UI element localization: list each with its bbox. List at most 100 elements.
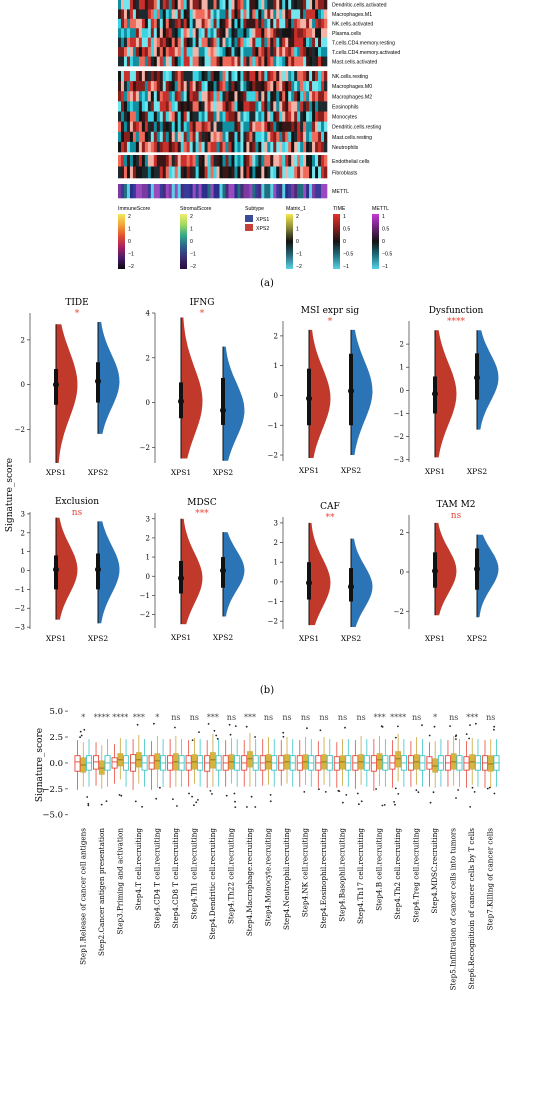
- heatmap-cell: [279, 28, 283, 39]
- heatmap-cell: [276, 91, 280, 102]
- heatmap-cell: [282, 91, 286, 102]
- heatmap-cell: [165, 18, 170, 29]
- heatmap-cell: [159, 9, 164, 20]
- median-point: [348, 583, 354, 590]
- heatmap-cell: [195, 47, 199, 57]
- outlier-point: [473, 791, 476, 793]
- heatmap-cell: [132, 56, 137, 67]
- significance-label: ****: [94, 713, 110, 722]
- legend-tick-label: 0: [343, 239, 346, 245]
- heatmap-cell: [180, 47, 184, 57]
- heatmap-cell: [222, 56, 226, 67]
- heatmap-cell: [267, 47, 271, 57]
- outlier-point: [432, 791, 435, 794]
- heatmap-cell: [282, 0, 286, 10]
- y-tick-label: 2: [274, 332, 278, 340]
- heatmap-cell: [168, 101, 173, 112]
- heatmap-cell: [159, 37, 164, 48]
- heatmap-cell: [270, 9, 274, 20]
- heatmap-cell: [276, 9, 280, 20]
- heatmap-cell: [120, 18, 125, 29]
- heatmap-cell: [165, 28, 170, 39]
- heatmap-cell: [306, 81, 310, 92]
- heatmap-cell: [231, 131, 235, 143]
- heatmap-cell: [312, 91, 316, 102]
- heatmap-cell: [306, 37, 310, 48]
- heatmap-cell: [282, 184, 286, 199]
- heatmap-cell: [135, 81, 140, 92]
- outlier-point: [229, 733, 232, 736]
- box: [247, 751, 253, 768]
- heatmap-cell: [186, 141, 190, 153]
- heatmap-cell: [138, 56, 143, 67]
- heatmap-cell: [118, 28, 122, 39]
- heatmap-cell: [141, 101, 146, 112]
- heatmap-cell: [258, 166, 262, 179]
- heatmap-cell: [309, 81, 313, 92]
- heatmap-cell: [306, 28, 310, 39]
- heatmap-cell: [225, 101, 229, 112]
- heatmap-cell: [303, 155, 307, 167]
- heatmap-cell: [312, 121, 316, 133]
- heatmap-cell: [126, 18, 131, 29]
- heatmap-cell: [255, 141, 259, 153]
- heatmap-cell: [171, 47, 176, 57]
- heatmap-cell: [306, 141, 310, 153]
- heatmap-cell: [150, 111, 155, 122]
- heatmap-cell: [243, 91, 247, 102]
- heatmap-cell: [159, 131, 164, 143]
- heatmap-cell: [228, 9, 232, 20]
- half-violin-xps1: [181, 317, 203, 459]
- heatmap-cell: [228, 131, 232, 143]
- legend-tick-label: 0.5: [343, 227, 350, 233]
- heatmap-cell: [138, 184, 143, 199]
- heatmap-cell: [246, 91, 250, 102]
- heatmap-cell: [135, 184, 140, 199]
- significance-label: ns: [412, 713, 421, 722]
- heatmap-cell: [174, 141, 179, 153]
- heatmap-cell: [294, 141, 298, 153]
- heatmap-cell: [210, 141, 214, 153]
- y-tick-label: −2: [394, 608, 404, 616]
- heatmap-cell: [315, 0, 319, 10]
- heatmap-cell: [177, 9, 181, 20]
- heatmap-cell: [132, 184, 137, 199]
- heatmap-cell: [195, 184, 199, 199]
- heatmap-cell: [216, 91, 220, 102]
- outlier-point: [381, 804, 384, 807]
- heatmap-cell: [126, 56, 131, 67]
- heatmap-cell: [252, 9, 256, 20]
- heatmap-cell: [159, 81, 164, 92]
- heatmap-cell: [141, 0, 146, 10]
- heatmap-cell: [225, 184, 229, 199]
- x-tick-label: Step4.Treg cell.recruiting: [412, 828, 421, 923]
- heatmap-cell: [240, 91, 244, 102]
- heatmap-cell: [318, 121, 322, 133]
- y-tick-label: 0: [21, 381, 25, 389]
- heatmap-cell: [255, 0, 259, 10]
- x-tick-label: XPS1: [171, 468, 191, 477]
- heatmap-cell: [153, 37, 158, 48]
- heatmap-cell: [118, 81, 122, 92]
- box: [487, 755, 494, 772]
- y-tick-label: −1: [268, 598, 278, 606]
- outlier-point: [211, 793, 213, 795]
- heatmap-cell: [282, 131, 286, 143]
- heatmap-cell: [222, 18, 226, 29]
- heatmap-cell: [165, 47, 170, 57]
- heatmap-cell: [144, 71, 149, 82]
- heatmap-cell: [174, 0, 179, 10]
- heatmap-cell: [234, 121, 238, 133]
- significance-label: ns: [171, 713, 180, 722]
- heatmap-cell: [297, 184, 301, 199]
- heatmap-cell: [222, 91, 226, 102]
- heatmap-cell: [141, 166, 146, 179]
- heatmap-cell: [294, 111, 298, 122]
- heatmap-cell: [297, 71, 301, 82]
- outlier-point: [153, 722, 155, 725]
- heatmap-cell: [150, 71, 155, 82]
- heatmap-cell: [150, 91, 155, 102]
- heatmap-cell: [219, 91, 223, 102]
- significance-label: ****: [447, 317, 466, 327]
- heatmap-cell: [162, 184, 167, 199]
